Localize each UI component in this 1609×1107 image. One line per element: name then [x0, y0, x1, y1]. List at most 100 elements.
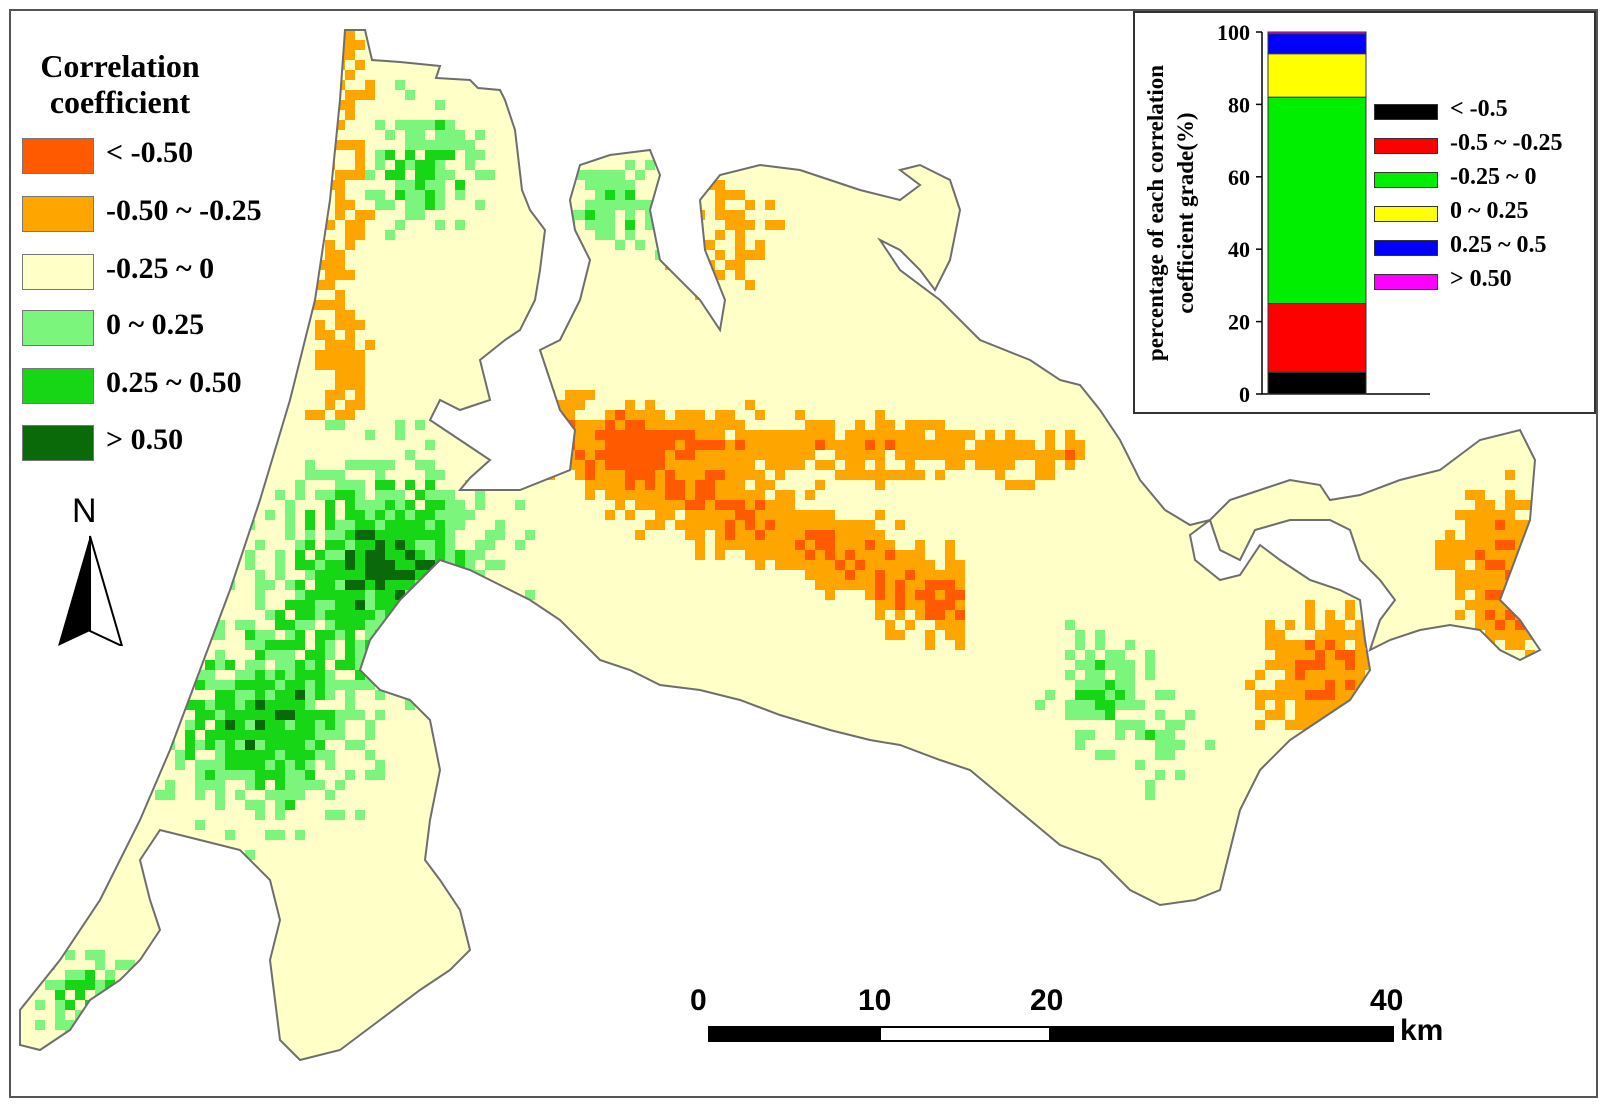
- raster-cell: [705, 510, 715, 520]
- raster-cell: [765, 460, 775, 470]
- raster-cell: [1075, 710, 1085, 720]
- raster-cell: [255, 770, 265, 780]
- raster-cell: [885, 580, 895, 590]
- raster-cell: [865, 440, 875, 450]
- raster-cell: [325, 20, 335, 30]
- raster-cell: [1275, 710, 1285, 720]
- raster-cell: [1335, 640, 1345, 650]
- raster-cell: [305, 120, 315, 130]
- raster-cell: [135, 740, 145, 750]
- raster-cell: [365, 170, 375, 180]
- scale-segment-3: [1051, 1026, 1394, 1042]
- raster-cell: [335, 180, 345, 190]
- raster-cell: [695, 480, 705, 490]
- raster-cell: [405, 510, 415, 520]
- raster-cell: [745, 520, 755, 530]
- raster-cell: [855, 550, 865, 560]
- raster-cell: [275, 750, 285, 760]
- raster-cell: [1445, 540, 1455, 550]
- raster-cell: [365, 520, 375, 530]
- raster-cell: [315, 610, 325, 620]
- raster-cell: [405, 600, 415, 610]
- raster-cell: [945, 440, 955, 450]
- raster-cell: [615, 200, 625, 210]
- raster-cell: [245, 760, 255, 770]
- raster-cell: [1305, 720, 1315, 730]
- raster-cell: [1065, 450, 1075, 460]
- raster-cell: [725, 460, 735, 470]
- raster-cell: [365, 510, 375, 520]
- raster-cell: [685, 440, 695, 450]
- raster-cell: [795, 460, 805, 470]
- raster-cell: [425, 170, 435, 180]
- raster-cell: [725, 220, 735, 230]
- raster-cell: [905, 470, 915, 480]
- raster-cell: [285, 500, 295, 510]
- raster-cell: [495, 560, 505, 570]
- raster-cell: [1485, 630, 1495, 640]
- raster-cell: [1465, 530, 1475, 540]
- raster-cell: [335, 290, 345, 300]
- raster-cell: [275, 620, 285, 630]
- raster-cell: [935, 440, 945, 450]
- raster-cell: [1065, 650, 1075, 660]
- raster-cell: [955, 600, 965, 610]
- raster-cell: [445, 490, 455, 500]
- raster-cell: [195, 710, 205, 720]
- raster-cell: [615, 170, 625, 180]
- raster-cell: [45, 980, 55, 990]
- raster-cell: [1485, 640, 1495, 650]
- raster-cell: [1325, 690, 1335, 700]
- raster-cell: [435, 190, 445, 200]
- raster-cell: [855, 560, 865, 570]
- raster-cell: [1505, 670, 1515, 680]
- raster-cell: [1115, 680, 1125, 690]
- raster-cell: [375, 470, 385, 480]
- raster-cell: [345, 410, 355, 420]
- raster-cell: [915, 440, 925, 450]
- raster-cell: [325, 730, 335, 740]
- raster-cell: [665, 150, 675, 160]
- raster-cell: [845, 430, 855, 440]
- raster-cell: [355, 640, 365, 650]
- raster-cell: [575, 440, 585, 450]
- raster-cell: [1535, 570, 1540, 580]
- raster-cell: [985, 460, 995, 470]
- raster-cell: [385, 590, 395, 600]
- raster-cell: [705, 520, 715, 530]
- raster-cell: [755, 500, 765, 510]
- raster-cell: [745, 490, 755, 500]
- raster-cell: [695, 420, 705, 430]
- raster-cell: [1265, 630, 1275, 640]
- raster-cell: [185, 730, 195, 740]
- raster-cell: [615, 460, 625, 470]
- raster-cell: [755, 550, 765, 560]
- raster-cell: [335, 710, 345, 720]
- raster-cell: [485, 610, 495, 620]
- raster-cell: [1455, 590, 1465, 600]
- raster-cell: [345, 560, 355, 570]
- raster-cell: [1175, 740, 1185, 750]
- raster-cell: [375, 560, 385, 570]
- raster-cell: [105, 1020, 115, 1030]
- raster-cell: [1285, 680, 1295, 690]
- raster-cell: [795, 450, 805, 460]
- raster-cell: [1455, 570, 1465, 580]
- raster-cell: [885, 470, 895, 480]
- raster-cell: [865, 540, 875, 550]
- raster-cell: [605, 170, 615, 180]
- raster-cell: [755, 530, 765, 540]
- raster-cell: [265, 640, 275, 650]
- raster-cell: [945, 540, 955, 550]
- raster-cell: [1065, 460, 1075, 470]
- raster-cell: [1135, 760, 1145, 770]
- raster-cell: [695, 500, 705, 510]
- raster-cell: [1065, 620, 1075, 630]
- raster-cell: [1515, 610, 1525, 620]
- raster-cell: [885, 590, 895, 600]
- raster-cell: [895, 630, 905, 640]
- raster-cell: [1395, 660, 1405, 670]
- raster-cell: [1375, 650, 1385, 660]
- raster-cell: [1035, 470, 1045, 480]
- raster-cell: [665, 460, 675, 470]
